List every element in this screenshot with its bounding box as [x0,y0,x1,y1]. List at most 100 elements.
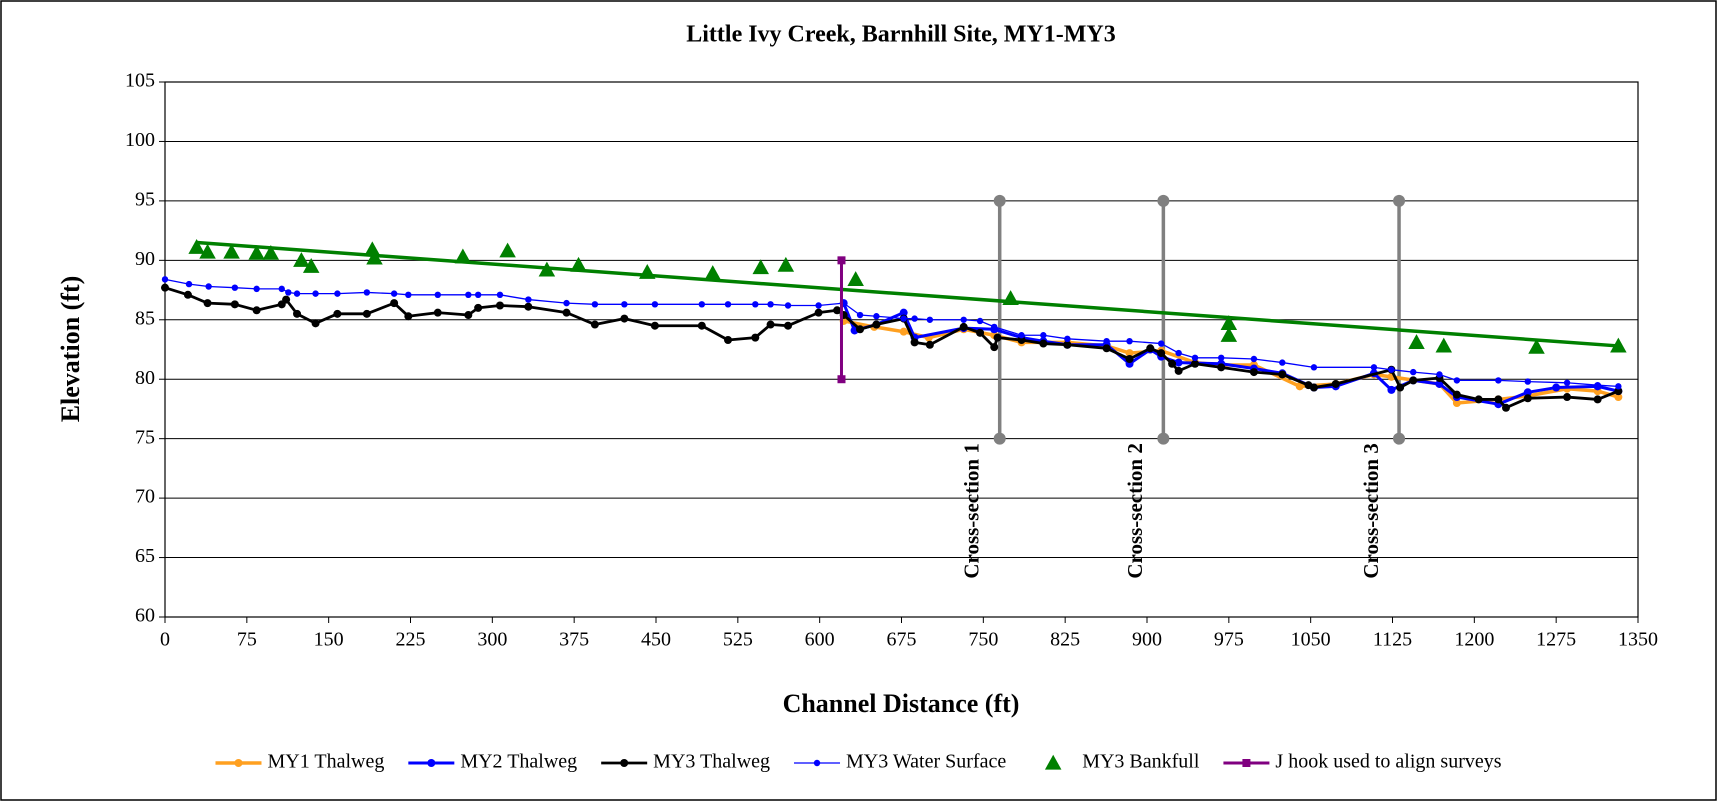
data-point [1220,315,1238,330]
data-point [205,283,212,290]
cross-section-end [1393,194,1406,207]
y-tick-label: 105 [125,70,155,92]
data-point [1474,395,1483,404]
data-point [976,328,985,337]
data-point [1523,388,1532,397]
data-point [724,301,732,308]
data-point [230,300,239,309]
data-point [777,256,795,272]
data-point [1039,339,1048,348]
x-tick-label: 75 [237,629,257,651]
legend-label: MY3 Thalweg [653,751,770,773]
data-point [899,327,908,336]
y-tick-label: 85 [135,307,155,329]
data-point [1217,354,1225,362]
cross-section-label: Cross-section 2 [1123,443,1147,579]
data-point [837,256,846,265]
data-point [1157,349,1166,358]
legend-label: MY3 Bankfull [1082,751,1200,773]
data-point [188,239,205,254]
cross-section-end [993,194,1006,207]
data-point [873,313,880,320]
data-point [1191,354,1199,362]
data-point [1501,403,1510,412]
data-point [404,312,413,321]
data-point [465,291,472,299]
data-point [1435,337,1453,353]
data-point [960,316,967,323]
data-point [334,290,341,297]
data-point [1125,349,1134,358]
y-tick-label: 60 [135,605,155,627]
x-axis-label: Channel Distance (ft) [783,689,1020,718]
data-point [1594,381,1601,389]
data-point [474,303,483,312]
data-point [203,299,212,308]
data-point [1453,377,1461,384]
data-point [474,291,482,299]
data-point [911,315,918,322]
x-tick-label: 1125 [1373,629,1412,651]
data-point [1408,334,1425,349]
data-point [390,290,398,297]
legend-marker [813,759,821,767]
data-point [285,289,292,296]
data-point [1552,383,1561,392]
data-point [814,308,823,317]
data-point [464,311,473,320]
data-point [1614,393,1623,402]
cross-section-end [1157,432,1170,445]
data-point [856,325,865,334]
data-point [253,285,260,293]
data-point [563,299,570,307]
data-point [1040,332,1047,339]
data-point [1331,379,1340,388]
y-tick-label: 90 [135,248,155,270]
data-point [1409,376,1418,385]
y-tick-label: 80 [135,367,155,389]
data-point [390,299,399,308]
data-point [1410,368,1417,376]
data-point [1220,326,1238,342]
data-point [784,321,793,330]
x-tick-label: 1275 [1536,629,1576,651]
data-point [1436,371,1443,378]
data-point [872,320,881,329]
data-point [1250,355,1258,363]
data-point [366,249,383,265]
data-point [620,314,629,323]
data-point [1396,383,1405,392]
cross-section-end [1157,194,1170,207]
legend-marker [1044,754,1062,770]
data-point [752,259,769,275]
data-point [1524,378,1531,385]
data-point [1191,359,1200,368]
data-point [293,252,310,267]
x-tick-label: 975 [1214,629,1244,651]
data-point [1614,387,1623,396]
data-point [311,319,320,328]
data-point [364,241,381,257]
data-point [1563,393,1572,402]
data-point [925,340,934,349]
y-tick-label: 75 [135,426,155,448]
data-point [993,333,1002,342]
data-point [538,261,556,277]
data-point [161,283,169,292]
legend-marker [620,759,629,767]
data-point [991,323,998,331]
data-point [1495,377,1502,384]
data-point [1174,358,1183,367]
data-point [434,291,441,299]
data-point [495,301,504,310]
data-point [1494,395,1503,404]
data-point [650,321,659,330]
data-point [496,291,504,299]
data-point [847,271,864,286]
data-point [639,263,656,279]
data-point [990,343,999,352]
legend-marker [234,759,243,767]
cross-section-end [1393,432,1406,445]
data-point [751,333,760,342]
